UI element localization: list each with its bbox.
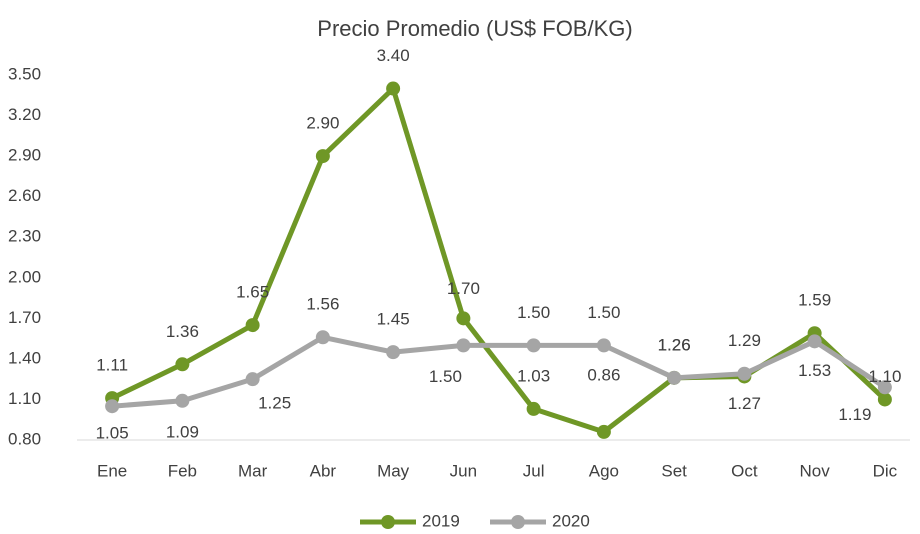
data-label: 1.27 — [728, 394, 761, 413]
x-tick-label: Mar — [238, 461, 268, 480]
y-tick-label: 2.60 — [8, 186, 41, 205]
legend-label: 2019 — [422, 511, 460, 530]
marker — [667, 370, 682, 385]
data-label: 1.50 — [429, 367, 462, 386]
data-label: 1.19 — [838, 405, 871, 424]
series-line — [111, 86, 887, 435]
marker — [386, 345, 401, 360]
marker — [456, 338, 471, 353]
data-label: 1.59 — [798, 291, 831, 310]
data-label: 2.90 — [306, 114, 339, 133]
data-label: 1.10 — [868, 367, 901, 386]
data-label: 1.11 — [96, 356, 128, 375]
x-tick-label: Dic — [873, 461, 898, 480]
marker — [386, 81, 401, 96]
data-label: 1.05 — [96, 424, 129, 443]
x-tick-label: Jul — [523, 461, 545, 480]
marker — [456, 311, 471, 326]
data-label: 1.26 — [658, 335, 691, 354]
y-tick-label: 2.30 — [8, 227, 41, 246]
data-label: 1.53 — [798, 361, 831, 380]
marker — [315, 149, 330, 164]
data-label: 1.36 — [166, 322, 199, 341]
x-tick-label: Nov — [800, 461, 831, 480]
chart-title: Precio Promedio (US$ FOB/KG) — [317, 16, 632, 41]
marker — [737, 366, 752, 381]
y-tick-label: 1.70 — [8, 308, 41, 327]
legend-marker — [511, 515, 525, 529]
data-label: 1.26 — [658, 335, 691, 354]
data-label: 1.45 — [377, 310, 410, 329]
series-line — [111, 334, 887, 409]
data-label: 1.70 — [447, 279, 480, 298]
marker — [526, 401, 541, 416]
y-tick-label: 1.40 — [8, 348, 41, 367]
marker — [245, 318, 260, 333]
y-tick-label: 1.10 — [8, 389, 41, 408]
legend-label: 2020 — [552, 511, 590, 530]
x-tick-label: May — [377, 461, 410, 480]
marker — [596, 424, 611, 439]
y-tick-label: 2.00 — [8, 267, 41, 286]
data-label: 1.50 — [517, 303, 550, 322]
y-tick-label: 0.80 — [8, 429, 41, 448]
marker — [105, 399, 120, 414]
x-tick-label: Oct — [731, 461, 758, 480]
marker — [175, 393, 190, 408]
x-tick-label: Ene — [97, 461, 127, 480]
data-label: 3.40 — [377, 46, 410, 65]
marker — [315, 330, 330, 345]
data-label: 1.03 — [517, 366, 550, 385]
data-label: 1.29 — [728, 331, 761, 350]
marker — [596, 338, 611, 353]
marker — [175, 357, 190, 372]
x-tick-label: Abr — [310, 461, 337, 480]
data-label: 0.86 — [587, 365, 620, 384]
y-tick-label: 2.90 — [8, 146, 41, 165]
x-tick-label: Ago — [589, 461, 619, 480]
marker — [877, 380, 892, 395]
marker — [245, 372, 260, 387]
y-tick-label: 3.20 — [8, 105, 41, 124]
data-label: 1.65 — [236, 283, 269, 302]
x-tick-label: Jun — [450, 461, 477, 480]
data-label: 1.25 — [258, 394, 291, 413]
x-tick-label: Feb — [168, 461, 197, 480]
legend-marker — [381, 515, 395, 529]
marker — [526, 338, 541, 353]
y-tick-label: 3.50 — [8, 64, 41, 83]
data-label: 1.09 — [166, 422, 199, 441]
marker — [877, 392, 892, 407]
x-tick-label: Set — [661, 461, 687, 480]
data-label: 1.50 — [587, 303, 620, 322]
data-label: 1.56 — [306, 295, 339, 314]
marker — [807, 334, 822, 349]
